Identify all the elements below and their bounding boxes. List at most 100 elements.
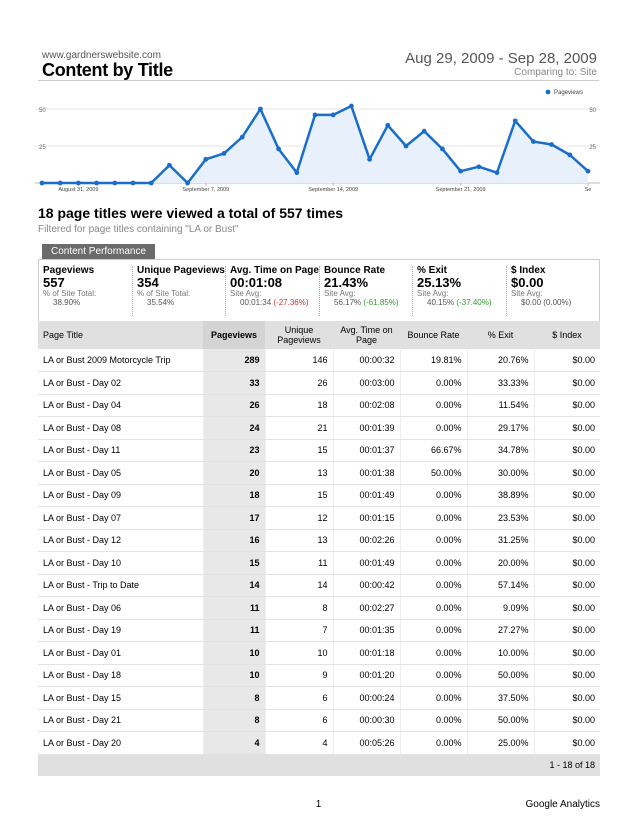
page-title-link[interactable]: LA or Bust - Day 04: [38, 394, 203, 417]
report-title: Content by Title: [42, 60, 173, 80]
data-point: [203, 156, 209, 162]
page-title-link[interactable]: LA or Bust - Day 11: [38, 439, 203, 462]
col-exit[interactable]: % Exit: [467, 321, 534, 349]
table-cell: 50.00%: [399, 461, 467, 485]
table-cell: 8: [202, 686, 265, 710]
data-point: [258, 106, 263, 112]
data-point: [567, 152, 573, 158]
table-cell: 146: [264, 349, 333, 372]
data-point: [531, 139, 536, 144]
header-divider: [38, 80, 599, 81]
metric-change: (-27.36%): [273, 298, 309, 307]
page-title-link[interactable]: LA or Bust - Day 12: [38, 529, 203, 552]
metric-2: Avg. Time on Page 00:01:08 Site Avg: 00:01:…: [230, 265, 320, 308]
page-title-link[interactable]: LA or Bust - Day 21: [38, 709, 203, 732]
x-tick-label: September 7, 2009: [182, 187, 229, 193]
metric-divider: [412, 266, 413, 316]
page-title-link[interactable]: LA or Bust - Day 19: [38, 619, 203, 642]
table-cell: $0.00: [533, 506, 600, 530]
data-point: [476, 164, 482, 170]
table-cell: 11: [202, 596, 265, 620]
table-cell: $0.00: [533, 709, 600, 732]
data-point: [421, 128, 427, 134]
table-cell: 0.00%: [399, 371, 467, 395]
metric-sub-value: 56.17% (-61.85%): [324, 298, 414, 307]
metric-5: $ Index $0.00 Site Avg: $0.00 (0.00%): [511, 266, 601, 308]
metric-sub-label: Site Avg:: [324, 289, 356, 298]
table-cell: $0.00: [533, 551, 600, 575]
metric-divider: [225, 266, 226, 316]
table-cell: $0.00: [533, 439, 600, 462]
page-title-link[interactable]: LA or Bust - Day 10: [38, 551, 203, 575]
table-cell: 00:02:27: [332, 596, 400, 620]
table-cell: 10: [202, 664, 265, 687]
data-point: [294, 170, 300, 176]
comparing-label: Comparing to: Site: [514, 67, 597, 78]
metric-sub-value: 40.15% (-37.40%): [417, 298, 507, 307]
metric-sub-label: Site Avg:: [417, 289, 449, 298]
x-tick-label: August 31, 2009: [58, 187, 98, 193]
page-title-link[interactable]: LA or Bust - Day 08: [38, 416, 203, 440]
tab-content-performance[interactable]: Content Performance: [42, 244, 156, 260]
table-cell: 23.53%: [466, 506, 534, 530]
table-row: LA or Bust - Day 07 17 12 00:01:15 0.00% 23.5…: [38, 506, 600, 530]
table-header-row: Page Title Pageviews Unique Pageviews Av…: [38, 321, 600, 349]
col-unique-pageviews[interactable]: Unique Pageviews: [265, 321, 333, 349]
page-title-link[interactable]: LA or Bust - Trip to Date: [38, 574, 203, 597]
x-tick-label: Se: [585, 187, 592, 193]
col-page-title[interactable]: Page Title: [38, 321, 203, 349]
table-cell: 00:01:15: [332, 506, 400, 530]
page-title-link[interactable]: LA or Bust - Day 20: [38, 731, 203, 755]
data-point: [512, 118, 518, 124]
table-cell: 00:00:42: [332, 574, 400, 597]
metric-change: (-37.40%): [456, 298, 492, 307]
table-cell: 00:03:00: [332, 371, 400, 395]
table-cell: 33.33%: [466, 371, 534, 395]
col-index[interactable]: $ Index: [534, 321, 600, 349]
table-cell: 0.00%: [399, 506, 467, 530]
table-cell: 6: [264, 709, 333, 732]
table-cell: 0.00%: [399, 596, 467, 620]
table-cell: 0.00%: [399, 641, 467, 665]
page-title-link[interactable]: LA or Bust - Day 05: [38, 461, 203, 485]
data-point: [148, 180, 154, 186]
table-cell: 50.00%: [466, 709, 534, 732]
table-cell: 11: [264, 551, 333, 575]
page-title-link[interactable]: LA or Bust - Day 02: [38, 371, 203, 395]
table-cell: 00:00:24: [332, 686, 400, 710]
page-title-link[interactable]: LA or Bust - Day 09: [38, 484, 203, 507]
table-cell: 0.00%: [399, 731, 467, 755]
table-cell: 10: [264, 641, 333, 665]
page-title-link[interactable]: LA or Bust - Day 18: [38, 664, 203, 687]
table-row: LA or Bust - Day 01 10 10 00:01:18 0.00% 10.0…: [38, 641, 600, 665]
table-row: LA or Bust - Day 21 8 6 00:00:30 0.00% 50.00%…: [38, 709, 600, 732]
page-title-link[interactable]: LA or Bust 2009 Motorcycle Trip: [38, 349, 203, 372]
table-cell: 10.00%: [466, 641, 534, 665]
table-cell: 00:01:49: [332, 551, 400, 575]
table-cell: 20.76%: [466, 349, 534, 372]
col-avg-time[interactable]: Avg. Time on Page: [333, 321, 400, 349]
page-title-link[interactable]: LA or Bust - Day 01: [38, 641, 203, 665]
col-pageviews[interactable]: Pageviews: [203, 321, 265, 349]
page-title-link[interactable]: LA or Bust - Day 07: [38, 506, 203, 530]
metric-name: Avg. Time on Page: [230, 265, 319, 276]
legend-marker: [545, 89, 551, 95]
data-point: [458, 168, 463, 174]
table-cell: 0.00%: [399, 529, 467, 552]
data-point: [112, 180, 118, 186]
table-cell: 25.00%: [466, 731, 534, 755]
table-cell: 4: [202, 731, 265, 755]
table-cell: $0.00: [533, 416, 600, 440]
data-point: [185, 180, 191, 186]
col-bounce-rate[interactable]: Bounce Rate: [400, 321, 467, 349]
footer-brand: Google Analytics: [525, 799, 601, 810]
table-cell: 17: [202, 506, 265, 530]
table-cell: 38.89%: [466, 484, 534, 507]
page-title-link[interactable]: LA or Bust - Day 06: [38, 596, 203, 620]
page-title-link[interactable]: LA or Bust - Day 15: [38, 686, 203, 710]
metric-name: Pageviews: [43, 265, 95, 276]
metric-change: (-61.85%): [363, 298, 399, 307]
y-tick-label-left: 25: [39, 145, 46, 151]
data-point: [57, 180, 63, 186]
table-cell: 11: [202, 619, 265, 642]
